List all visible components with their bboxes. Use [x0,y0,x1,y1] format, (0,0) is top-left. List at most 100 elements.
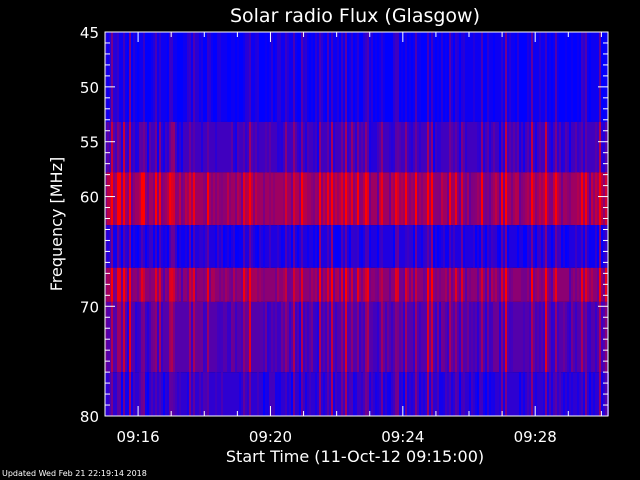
intensity-streak [531,301,533,373]
intensity-streak [311,172,313,226]
intensity-streak [201,32,203,122]
intensity-streak [297,267,299,302]
intensity-streak [357,172,359,226]
intensity-streak [193,121,195,173]
intensity-streak [145,121,147,173]
intensity-streak [427,172,429,226]
intensity-streak [221,301,223,373]
intensity-streak [243,372,245,416]
intensity-streak [167,267,169,302]
intensity-streak [349,225,351,268]
intensity-streak [591,225,593,268]
intensity-streak [313,172,315,226]
intensity-streak [439,172,441,226]
intensity-streak [463,32,465,122]
intensity-streak [135,121,137,173]
intensity-streak [485,267,487,302]
intensity-streak [387,372,389,416]
intensity-streak [459,267,461,302]
intensity-streak [291,172,293,226]
intensity-streak [173,172,175,226]
intensity-streak [525,225,527,268]
intensity-streak [455,267,457,302]
intensity-streak [111,121,113,173]
intensity-streak [585,172,587,226]
intensity-streak [547,301,549,373]
intensity-streak [491,372,493,416]
intensity-streak [169,172,171,226]
intensity-streak [361,225,363,268]
intensity-streak [353,225,355,268]
intensity-streak [601,301,603,373]
intensity-streak [499,121,501,173]
intensity-streak [427,225,429,268]
intensity-streak [141,267,143,302]
intensity-streak [105,301,107,373]
intensity-streak [243,301,245,373]
intensity-streak [431,172,433,226]
intensity-streak [341,172,343,226]
intensity-streak [123,121,125,173]
intensity-streak [463,372,465,416]
intensity-streak [469,172,471,226]
intensity-streak [341,32,343,122]
intensity-streak [497,301,499,373]
intensity-streak [193,267,195,302]
intensity-streak [269,301,271,373]
intensity-streak [581,225,583,268]
intensity-streak [345,301,347,373]
intensity-streak [155,121,157,173]
intensity-streak [549,372,551,416]
intensity-streak [357,372,359,416]
intensity-streak [301,267,303,302]
intensity-streak [241,172,243,226]
intensity-streak [493,225,495,268]
intensity-streak [233,121,235,173]
intensity-streak [235,301,237,373]
intensity-streak [135,301,137,373]
intensity-streak [499,301,501,373]
intensity-streak [367,32,369,122]
intensity-streak [603,32,605,122]
intensity-streak [581,372,583,416]
intensity-streak [493,121,495,173]
intensity-streak [187,32,189,122]
intensity-streak [163,267,165,302]
intensity-streak [159,32,161,122]
intensity-streak [255,172,257,226]
frequency-band [105,372,609,416]
intensity-streak [453,32,455,122]
intensity-streak [377,372,379,416]
intensity-streak [543,301,545,373]
intensity-streak [189,267,191,302]
intensity-streak [189,225,191,268]
intensity-streak [265,301,267,373]
intensity-streak [417,172,419,226]
intensity-streak [269,225,271,268]
intensity-streak [463,172,465,226]
intensity-streak [557,172,559,226]
intensity-streak [371,32,373,122]
intensity-streak [605,172,607,226]
intensity-streak [407,372,409,416]
intensity-streak [341,267,343,302]
intensity-streak [205,372,207,416]
intensity-streak [153,172,155,226]
intensity-streak [533,267,535,302]
intensity-streak [203,301,205,373]
intensity-streak [149,32,151,122]
intensity-streak [559,225,561,268]
intensity-streak [191,301,193,373]
intensity-streak [515,32,517,122]
intensity-streak [299,267,301,302]
intensity-streak [255,32,257,122]
intensity-streak [231,301,233,373]
intensity-streak [439,267,441,302]
intensity-streak [461,32,463,122]
intensity-streak [179,372,181,416]
intensity-streak [341,372,343,416]
intensity-streak [137,267,139,302]
intensity-streak [479,121,481,173]
intensity-streak [491,301,493,373]
intensity-streak [397,121,399,173]
